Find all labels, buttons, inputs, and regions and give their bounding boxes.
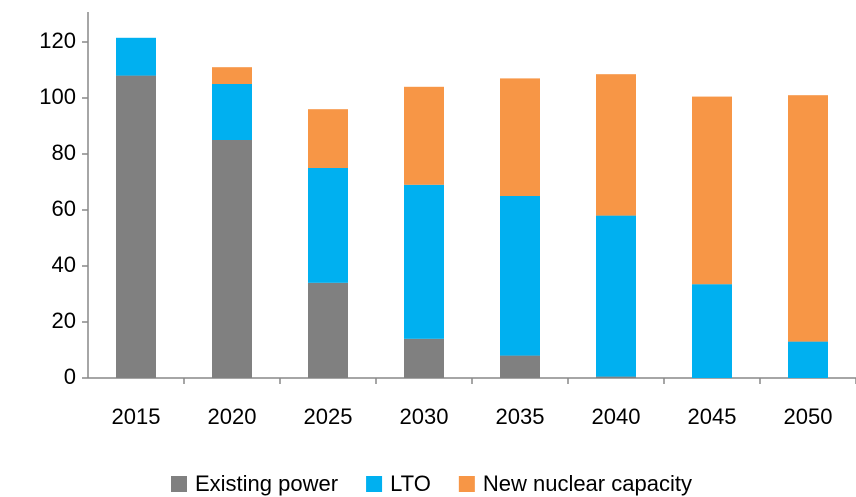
x-tick-label: 2040 <box>592 404 641 429</box>
x-tick-label: 2015 <box>112 404 161 429</box>
x-tick-label: 2035 <box>496 404 545 429</box>
legend-label: Existing power <box>195 471 338 496</box>
legend-swatch <box>366 476 383 492</box>
x-tick-label: 2045 <box>688 404 737 429</box>
legend-label: New nuclear capacity <box>483 471 692 496</box>
bar-segment <box>788 341 828 378</box>
x-tick-label: 2050 <box>784 404 833 429</box>
x-tick-label: 2020 <box>208 404 257 429</box>
bar-segment <box>692 284 732 378</box>
bar-segment <box>308 109 348 168</box>
y-tick-label: 60 <box>52 196 76 221</box>
bar-segment <box>596 74 636 216</box>
y-tick-label: 0 <box>64 364 76 389</box>
bar-segment <box>692 96 732 285</box>
bar-segment <box>596 376 636 378</box>
bar-segment <box>308 282 348 378</box>
bar-segment <box>404 338 444 378</box>
legend-swatch <box>458 476 475 492</box>
y-tick-label: 20 <box>52 308 76 333</box>
bar-segment <box>308 168 348 283</box>
x-tick-label: 2025 <box>304 404 353 429</box>
y-tick-label: 100 <box>39 84 76 109</box>
bar-segment <box>212 84 252 140</box>
legend-swatch <box>171 476 187 492</box>
bar-segment <box>500 78 540 196</box>
bar-segment <box>404 86 444 185</box>
y-tick-label: 120 <box>39 28 76 53</box>
bar-segment <box>404 184 444 339</box>
y-tick-label: 80 <box>52 140 76 165</box>
legend-label: LTO <box>390 471 431 496</box>
bar-segment <box>500 196 540 356</box>
bar-segment <box>500 355 540 378</box>
bar-segment <box>116 37 156 76</box>
bar-segment <box>596 215 636 377</box>
bar-segment <box>212 67 252 84</box>
bar-segment <box>788 95 828 342</box>
bar-segment <box>116 75 156 378</box>
bar-segment <box>212 140 252 378</box>
y-tick-label: 40 <box>52 252 76 277</box>
x-tick-label: 2030 <box>400 404 449 429</box>
